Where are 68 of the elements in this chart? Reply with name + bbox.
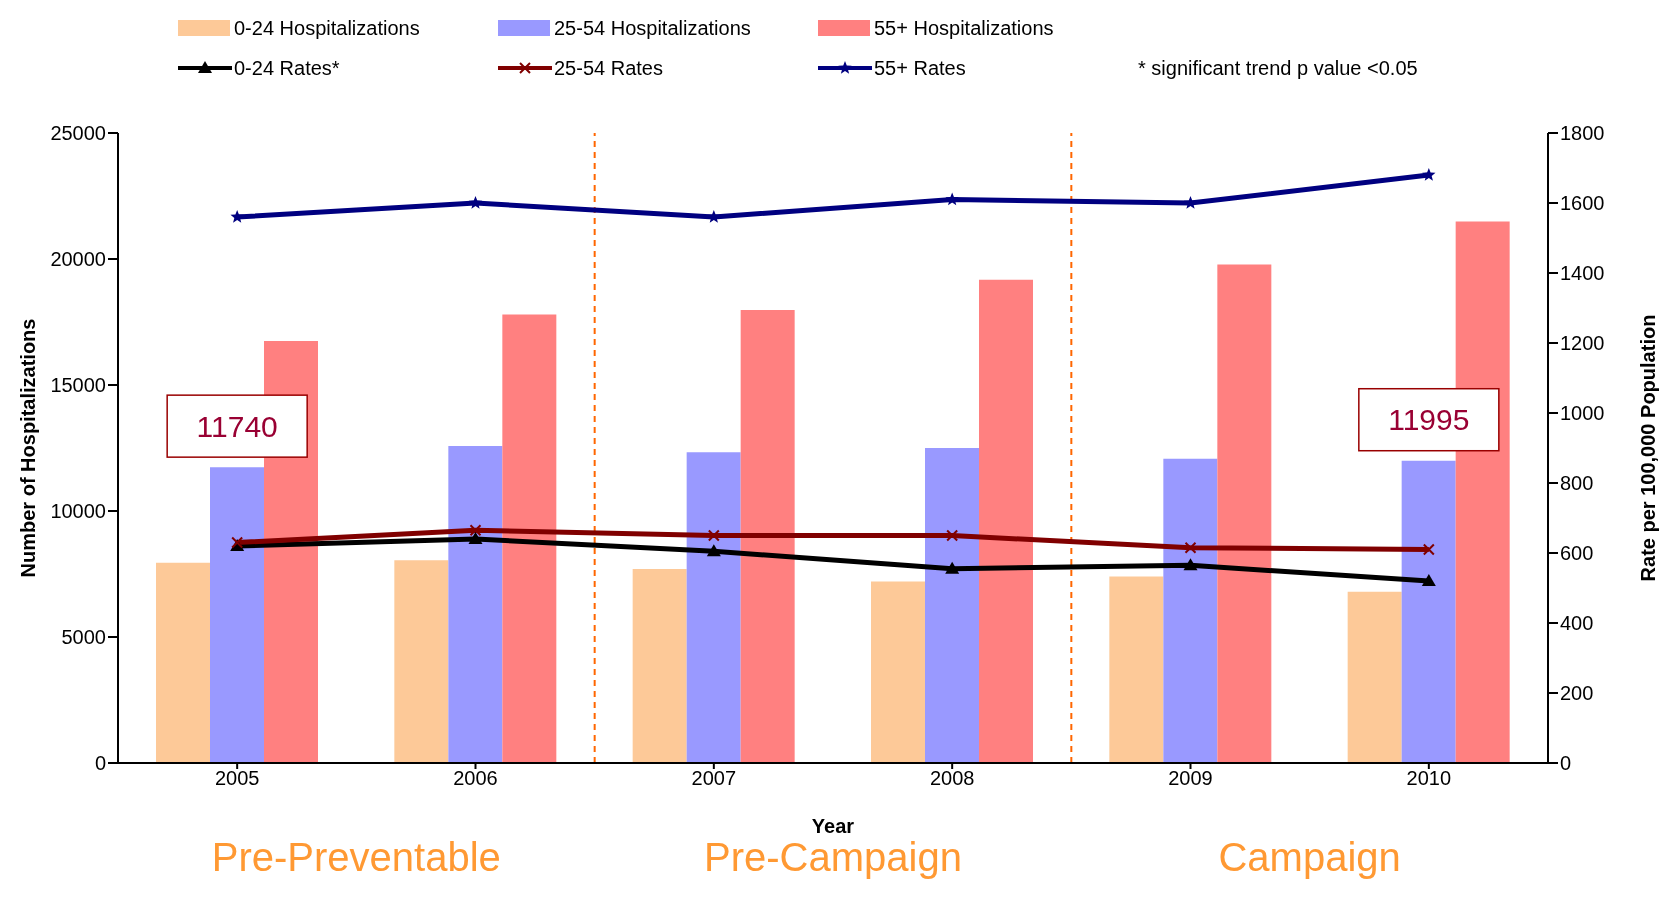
point [1421, 574, 1436, 586]
x-tick-label: 2008 [929, 767, 975, 790]
x-tick-label: 2006 [453, 767, 498, 790]
y2-tick-label: 600 [1560, 542, 1594, 565]
legend-label: 55+ Rates [874, 56, 966, 80]
point [1422, 168, 1436, 181]
y-tick-label: 5000 [61, 626, 106, 649]
y-tick-label: 25000 [50, 122, 106, 145]
text: Campaign [1217, 835, 1402, 880]
x-tick-label: 2009 [1168, 767, 1213, 790]
annotation: 11995 [1388, 403, 1470, 437]
bar [686, 452, 741, 763]
legend-label: 0-24 Rates* [234, 56, 340, 80]
point [945, 561, 960, 574]
bar [1401, 460, 1456, 763]
text: Pre-Preventable [210, 835, 502, 880]
bar [979, 279, 1033, 763]
point [945, 192, 959, 206]
y2-tick-label: 200 [1560, 682, 1594, 705]
bar [1347, 591, 1402, 763]
y2-tick-label: 1200 [1560, 332, 1605, 355]
y2-tick-label: 1400 [1560, 262, 1605, 285]
bar [1109, 576, 1164, 763]
bar [502, 314, 557, 763]
point [706, 544, 721, 557]
bar [871, 581, 925, 763]
x-tick-label: 2010 [1406, 767, 1452, 790]
bar [1217, 264, 1272, 763]
y2-tick-label: 1000 [1560, 402, 1605, 425]
point [468, 532, 483, 544]
bar [925, 448, 979, 763]
legend-label: 0-24 Hospitalizations [234, 16, 420, 40]
y2-tick-label: 1800 [1560, 122, 1605, 145]
y-tick-label: 0 [94, 752, 106, 775]
x-tick-label: 2007 [691, 767, 737, 790]
bar [448, 445, 503, 763]
point [946, 529, 959, 542]
point [1422, 543, 1435, 556]
y-tick-label: 10000 [50, 500, 106, 523]
y2-tick-label: 1600 [1560, 192, 1605, 215]
bar [740, 309, 795, 763]
y-tick-label: 20000 [50, 248, 106, 271]
x-tick-label: 2005 [214, 767, 260, 790]
legend-label: 55+ Hospitalizations [874, 16, 1054, 40]
annotation: 11740 [196, 409, 278, 443]
point [469, 524, 482, 537]
bar [632, 568, 687, 763]
point [1183, 558, 1198, 571]
bar [210, 467, 264, 763]
y2-tick-label: 400 [1560, 612, 1594, 635]
x-axis-title: Year [811, 815, 855, 837]
legend-label: 25-54 Hospitalizations [554, 16, 751, 40]
point [707, 529, 720, 542]
y-axis-title: Number of Hospitalizations [17, 318, 40, 578]
y-tick-label: 15000 [50, 374, 106, 397]
legend-label: 25-54 Rates [554, 56, 663, 80]
bar [156, 562, 210, 763]
point [230, 210, 244, 223]
bar [1163, 458, 1218, 763]
point [468, 196, 483, 209]
point [707, 210, 721, 223]
y2-tick-label: 800 [1560, 472, 1594, 495]
y2-axis-title: Rate per 100,000 Population [1637, 314, 1660, 582]
y2-tick-label: 0 [1560, 752, 1572, 775]
point [1184, 541, 1197, 554]
text: Pre-Campaign [703, 835, 963, 880]
bar [394, 560, 449, 763]
text: * significant trend p value <0.05 [1138, 55, 1419, 81]
